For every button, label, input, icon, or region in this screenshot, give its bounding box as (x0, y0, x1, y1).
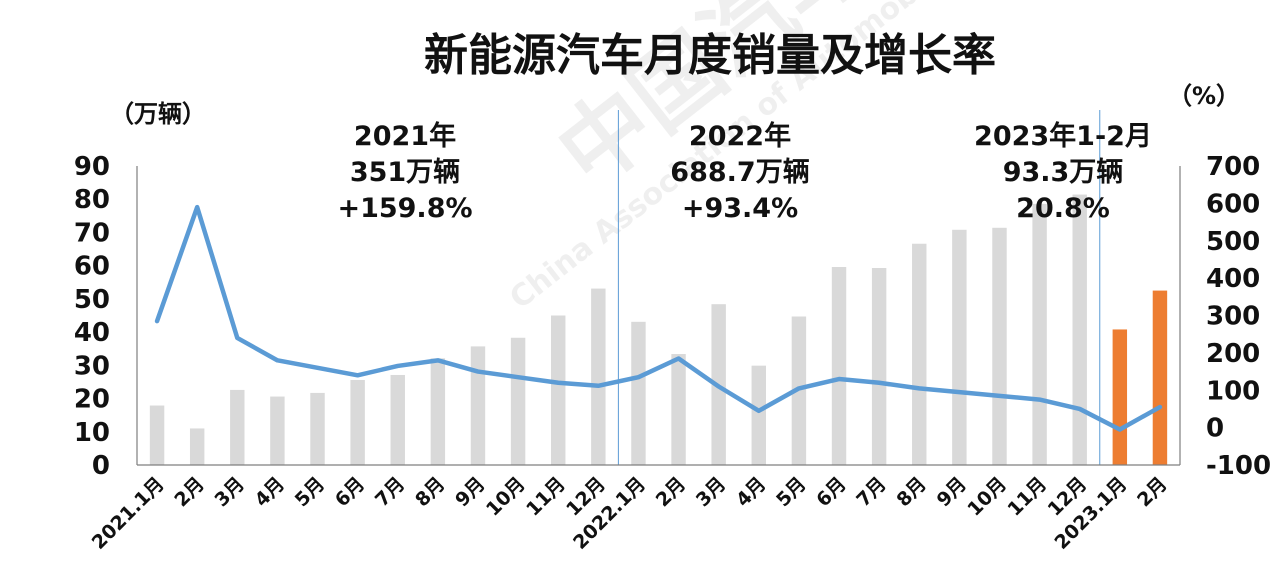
x-tick-label: 10月 (482, 473, 530, 521)
bar (992, 227, 1007, 465)
left-y-tick-label: 0 (92, 451, 110, 481)
x-tick-label: 7月 (852, 473, 890, 511)
bar (671, 354, 686, 465)
annotation-line: 93.3万辆 (1003, 157, 1124, 188)
x-tick-label: 6月 (812, 473, 850, 511)
bar (230, 389, 245, 465)
bar (430, 358, 446, 465)
bar (189, 428, 205, 465)
bar (149, 405, 165, 465)
x-tick-label: 2021.1月 (88, 473, 169, 554)
right-y-tick-label: 400 (1206, 264, 1260, 294)
annotation-line: 351万辆 (350, 157, 460, 188)
right-y-tick-label: 600 (1206, 189, 1260, 219)
left-axis-unit: （万辆） (110, 100, 206, 128)
bar (1112, 329, 1128, 465)
left-y-tick-label: 70 (74, 218, 110, 248)
bar (470, 346, 486, 465)
bars (149, 194, 1168, 465)
bar (751, 365, 767, 465)
bar (591, 288, 606, 465)
x-tick-label: 5月 (772, 473, 810, 511)
bar (631, 321, 646, 465)
bar (912, 243, 927, 465)
annotation-line: 688.7万辆 (670, 157, 809, 188)
annotation-line: +93.4% (682, 193, 798, 224)
left-y-tick-label: 90 (74, 152, 110, 182)
right-y-tick-label: 200 (1206, 339, 1260, 369)
bar (350, 379, 365, 465)
x-tick-label: 8月 (892, 473, 930, 511)
bar (871, 267, 887, 465)
x-tick-label: 3月 (692, 473, 730, 511)
left-y-tick-label: 10 (74, 418, 110, 448)
bar (831, 266, 847, 465)
bar (1072, 194, 1087, 465)
bar (270, 396, 285, 465)
axes (136, 166, 1181, 466)
x-tick-label: 10月 (963, 473, 1011, 521)
right-y-tick-label: 500 (1206, 227, 1260, 257)
right-y-tick-label: 700 (1206, 152, 1260, 182)
growth-rate-line (154, 204, 1163, 432)
right-y-ticks: 700 600 500 400 300 200 100 0 -100 (1206, 152, 1271, 481)
right-y-tick-label: 0 (1206, 414, 1224, 444)
left-y-tick-label: 60 (74, 252, 110, 282)
x-tick-label: 8月 (411, 473, 449, 511)
bar (510, 337, 526, 465)
x-tick-label: 11月 (1003, 473, 1051, 521)
chart-title: 新能源汽车月度销量及增长率 (424, 30, 996, 81)
left-y-tick-label: 20 (74, 385, 110, 415)
growth-line (154, 204, 1163, 432)
x-tick-label: 11月 (522, 473, 570, 521)
x-tick-label: 4月 (732, 473, 770, 511)
bar (390, 374, 405, 465)
x-tick-label: 7月 (371, 473, 409, 511)
right-y-tick-label: 300 (1206, 302, 1260, 332)
gridlines (617, 110, 1101, 465)
x-tick-label: 3月 (210, 473, 248, 511)
x-tick-label: 4月 (251, 473, 289, 511)
right-y-tick-label: -100 (1206, 451, 1271, 481)
x-tick-label: 2月 (1133, 473, 1171, 511)
x-tick-label: 5月 (291, 473, 329, 511)
left-y-tick-label: 80 (74, 185, 110, 215)
left-y-tick-label: 40 (74, 318, 110, 348)
annotation-line: 20.8% (1016, 193, 1110, 224)
bar (310, 392, 325, 465)
annotation-line: +159.8% (337, 193, 472, 224)
bar (1152, 290, 1168, 465)
annotations: 2021年 351万辆 +159.8% 2022年 688.7万辆 +93.4% 2023年… (337, 120, 1152, 224)
right-y-tick-label: 100 (1206, 376, 1260, 406)
bar (1032, 203, 1047, 465)
bar (550, 315, 566, 465)
bar (952, 229, 967, 465)
x-tick-label: 6月 (331, 473, 369, 511)
x-tick-label: 2月 (170, 473, 208, 511)
right-axis-unit: （%） (1168, 82, 1240, 110)
annotation-line: 2023年1-2月 (974, 120, 1152, 152)
x-tick-label: 2月 (652, 473, 690, 511)
annotation-line: 2022年 (689, 120, 791, 152)
left-y-tick-label: 50 (74, 285, 110, 315)
left-y-tick-label: 30 (74, 351, 110, 381)
annotation-line: 2021年 (354, 120, 456, 152)
